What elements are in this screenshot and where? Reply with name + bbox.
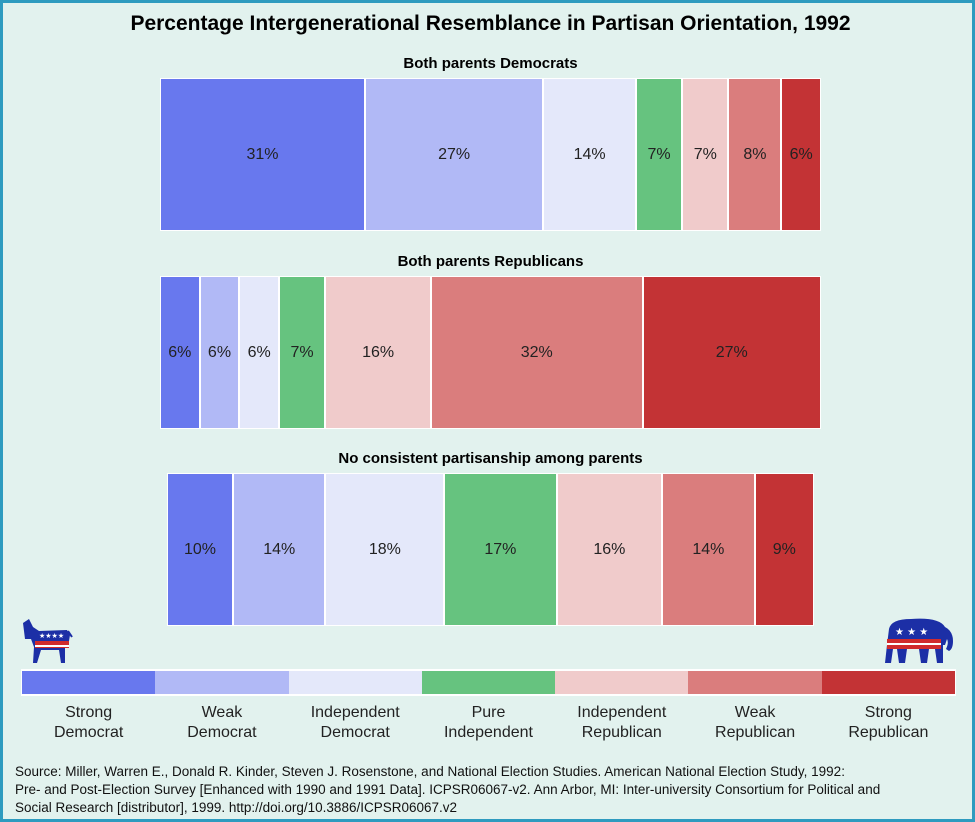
republican-elephant-icon: ★ ★ ★ [883,615,957,670]
bar-segment: 17% [444,473,557,626]
legend-swatch [555,670,689,695]
data-label: 6% [789,145,813,163]
bar-segment: 6% [239,276,279,429]
data-label: 7% [647,145,671,163]
data-label: 14% [573,145,606,163]
bar-segment: 27% [642,276,821,429]
legend-swatch [421,670,556,695]
bar-segment: 14% [662,473,755,626]
data-label: 6% [207,343,232,361]
group-title: Both parents Republicans [397,253,584,270]
svg-text:★★★★: ★★★★ [39,632,64,640]
source-note: Source: Miller, Warren E., Donald R. Kin… [15,763,965,817]
legend-label: Pure Independent [443,704,533,741]
data-label: 17% [484,540,517,558]
data-label: 14% [263,540,296,558]
bar-segment: 6% [781,78,821,231]
data-label: 27% [438,145,471,163]
data-label: 7% [290,343,314,361]
data-label: 32% [520,343,553,361]
legend-label: Strong Republican [848,704,929,741]
data-label: 6% [247,343,271,361]
data-label: 6% [168,343,192,361]
legend-frame [21,669,956,696]
bar-segment: 7% [635,78,683,231]
bar-segment: 6% [199,276,240,429]
legend-label: Independent Democrat [310,704,400,741]
bar-segment: 32% [431,276,643,429]
bar-segment: 31% [160,78,365,231]
bar-segment: 14% [543,78,636,231]
bar-segment: 14% [233,473,326,626]
data-label: 31% [246,145,279,163]
bar-segment: 7% [278,276,326,429]
group-title: Both parents Democrats [403,55,578,72]
bar-segment: 8% [728,78,782,231]
legend-swatch [821,670,955,695]
bar-segment: 7% [682,78,729,231]
data-label: 10% [183,540,217,558]
legend-swatch [22,670,156,695]
legend-label: Strong Democrat [53,704,124,741]
data-label: 14% [692,540,725,558]
data-label: 8% [743,145,767,163]
bar-segment: 9% [754,473,814,626]
bar-segment: 10% [167,473,234,626]
svg-text:★ ★ ★: ★ ★ ★ [895,627,928,638]
bar-segment: 18% [325,473,445,626]
legend-label: Weak Republican [715,704,796,741]
source-line-2: Pre- and Post-Election Survey [Enhanced … [15,782,881,797]
group-title: No consistent partisanship among parents [338,450,643,467]
data-label: 16% [593,540,626,558]
legend-label: Independent Republican [577,704,667,741]
bar-segment: 6% [160,276,200,429]
data-label: 16% [362,343,395,361]
data-label: 18% [368,540,401,558]
legend-swatch [288,670,422,695]
democratic-donkey-icon: ★★★★ [21,617,73,670]
data-label: 27% [715,343,748,361]
chart-title: Percentage Intergenerational Resemblance… [130,12,851,35]
source-line-1: Source: Miller, Warren E., Donald R. Kin… [15,764,845,779]
bar-segment: 16% [556,473,663,626]
bar-segment: 16% [325,276,431,429]
legend-swatch [155,670,289,695]
bar-segment: 27% [364,78,544,231]
data-label: 7% [693,145,717,163]
legend-swatch [688,670,822,695]
legend-label: Weak Democrat [187,704,257,741]
data-label: 9% [772,540,796,558]
source-line-3: Social Research [distributor], 1999. htt… [15,800,458,815]
